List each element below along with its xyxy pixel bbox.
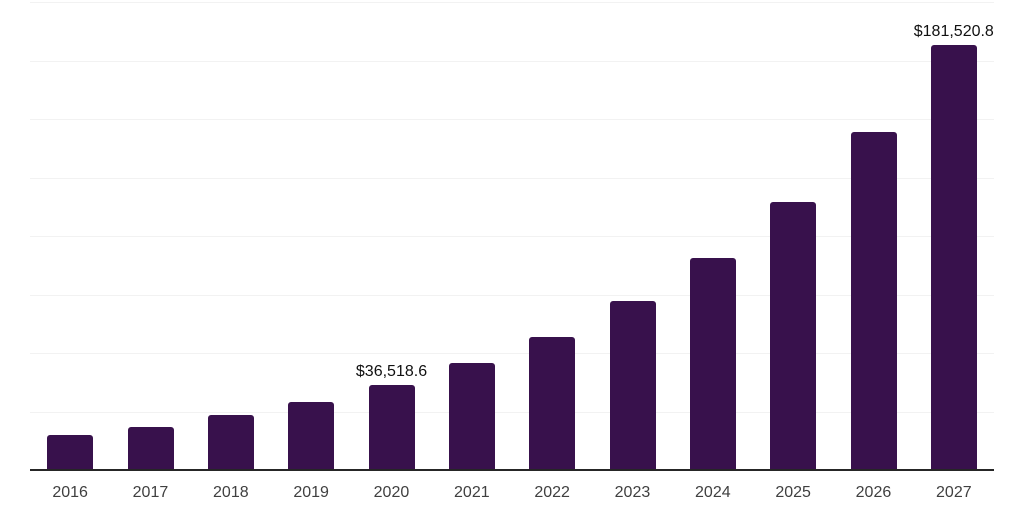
bar-2018 xyxy=(207,414,254,470)
x-axis-tick-2021: 2021 xyxy=(454,484,490,501)
bar-2022 xyxy=(529,336,576,470)
x-axis-tick-2018: 2018 xyxy=(213,484,249,501)
bar-2017 xyxy=(127,426,174,470)
x-axis-line xyxy=(30,469,994,471)
x-axis-tick-2026: 2026 xyxy=(855,484,892,501)
gridline xyxy=(30,2,994,3)
x-axis-tick-2020: 2020 xyxy=(373,484,410,501)
x-axis-tick-2016: 2016 xyxy=(52,484,88,501)
x-axis-tick-2027: 2027 xyxy=(936,484,972,501)
x-axis-tick-2017: 2017 xyxy=(132,484,169,501)
bar-2024 xyxy=(689,257,736,470)
bar-value-label-2020: $36,518.6 xyxy=(355,362,428,380)
gridline xyxy=(30,294,994,296)
x-axis-tick-2025: 2025 xyxy=(775,484,811,501)
gridline xyxy=(30,60,994,62)
bar-value-label-2027: $181,520.8 xyxy=(913,23,994,41)
x-axis-tick-2024: 2024 xyxy=(695,484,731,501)
bar-2025 xyxy=(770,201,817,470)
gridline xyxy=(30,411,994,413)
gridline xyxy=(30,119,994,120)
bar-2021 xyxy=(448,363,495,470)
gridline xyxy=(30,353,994,354)
bar-2026 xyxy=(850,131,897,470)
x-axis-tick-2019: 2019 xyxy=(293,484,329,501)
gridline xyxy=(30,177,994,179)
x-axis-tick-2023: 2023 xyxy=(614,484,651,501)
x-axis-tick-2022: 2022 xyxy=(534,484,570,501)
bar-2019 xyxy=(288,402,335,470)
gridline xyxy=(30,236,994,237)
bar-2023 xyxy=(609,301,656,470)
bar-2020 xyxy=(368,384,415,470)
bar-2016 xyxy=(47,435,94,470)
bar-2027 xyxy=(930,45,977,470)
